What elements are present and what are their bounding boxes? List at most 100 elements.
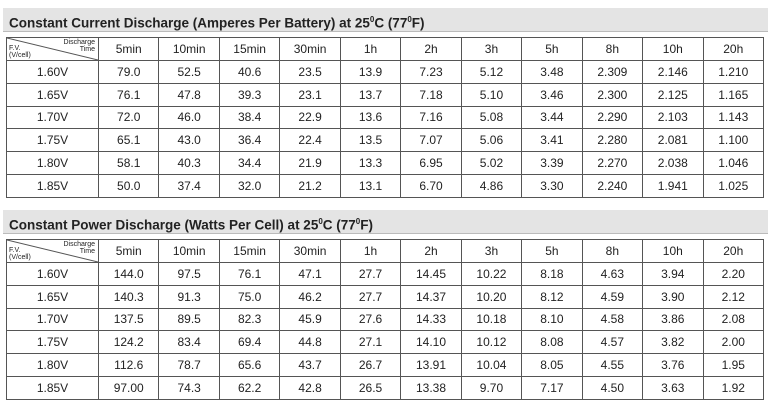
data-row: 1.85V 50.0 37.4 32.0 21.2 13.1 6.70 4.86 3.30 2.2… [6, 173, 765, 198]
cell: 74.3 [158, 375, 220, 400]
cell: 13.5 [339, 128, 402, 153]
cell: 5.10 [460, 82, 523, 107]
row-label: 1.60V [6, 262, 99, 286]
header-row: Discharge Time F.V. (V/cell) 5min 10min 15min 3… [6, 37, 765, 61]
cell: 8.12 [521, 284, 583, 309]
cell: 72.0 [97, 105, 160, 130]
column-header: 20h [702, 37, 765, 61]
cell: 3.86 [642, 307, 704, 332]
cell: 7.07 [400, 128, 462, 153]
row-label: 1.65V [6, 82, 99, 107]
title-text: Constant Power Discharge (Watts Per Cell… [9, 217, 319, 233]
row-label: 1.85V [6, 173, 99, 198]
cell: 76.1 [218, 262, 281, 286]
column-header: 1h [339, 239, 402, 263]
cell: 52.5 [158, 60, 220, 84]
cell: 1.95 [702, 353, 765, 377]
cell: 7.18 [400, 82, 462, 107]
cell: 45.9 [279, 307, 341, 332]
cell: 2.103 [642, 105, 704, 130]
column-header: 10h [642, 239, 704, 263]
cell: 2.270 [581, 151, 644, 175]
cell: 1.210 [702, 60, 765, 84]
cell: 79.0 [97, 60, 160, 84]
corner-top: Discharge Time [63, 39, 95, 53]
cell: 3.46 [521, 82, 583, 107]
corner-text: Discharge [63, 39, 95, 46]
cell: 21.9 [279, 151, 341, 175]
cell: 5.02 [460, 151, 523, 175]
cell: 3.82 [642, 330, 704, 355]
data-table: Discharge Time F.V. (V/cell) 5min 10min 15min 3… [6, 37, 765, 198]
cell: 46.0 [158, 105, 220, 130]
corner-bottom: F.V. (V/cell) [9, 45, 31, 59]
data-row: 1.60V 79.0 52.5 40.6 23.5 13.9 7.23 5.12 3.48 2.3… [6, 60, 765, 84]
cell: 14.37 [400, 284, 462, 309]
column-header: 5min [97, 37, 160, 61]
cell: 23.1 [279, 82, 341, 107]
column-header: 3h [460, 239, 523, 263]
cell: 44.8 [279, 330, 341, 355]
data-row: 1.70V 137.5 89.5 82.3 45.9 27.6 14.33 10.18 8.10… [6, 307, 765, 332]
cell: 3.76 [642, 353, 704, 377]
cell: 82.3 [218, 307, 281, 332]
cell: 1.100 [702, 128, 765, 153]
cell: 4.86 [460, 173, 523, 198]
cell: 8.08 [521, 330, 583, 355]
column-header: 8h [581, 239, 644, 263]
cell: 14.45 [400, 262, 462, 286]
cell: 75.0 [218, 284, 281, 309]
column-header: 15min [218, 37, 281, 61]
column-header: 5min [97, 239, 160, 263]
cell: 8.05 [521, 353, 583, 377]
cell: 14.10 [400, 330, 462, 355]
row-label: 1.80V [6, 151, 99, 175]
cell: 91.3 [158, 284, 220, 309]
cell: 26.5 [339, 375, 402, 400]
cell: 50.0 [97, 173, 160, 198]
cell: 3.63 [642, 375, 704, 400]
cell: 10.22 [460, 262, 523, 286]
corner-text: Time [79, 46, 95, 53]
corner-text: Discharge [63, 241, 95, 248]
cell: 1.143 [702, 105, 765, 130]
cell: 2.081 [642, 128, 704, 153]
cell: 62.2 [218, 375, 281, 400]
title-text: C (77 [322, 217, 356, 233]
cell: 2.08 [702, 307, 765, 332]
cell: 27.1 [339, 330, 402, 355]
cell: 2.00 [702, 330, 765, 355]
column-header: 20h [702, 239, 765, 263]
cell: 40.6 [218, 60, 281, 84]
cell: 13.1 [339, 173, 402, 198]
title-sup: 0 [355, 217, 361, 226]
cell: 5.06 [460, 128, 523, 153]
cell: 36.4 [218, 128, 281, 153]
cell: 97.00 [97, 375, 160, 400]
cell: 2.20 [702, 262, 765, 286]
cell: 14.33 [400, 307, 462, 332]
cell: 3.30 [521, 173, 583, 198]
cell: 58.1 [97, 151, 160, 175]
corner-top: Discharge Time [63, 241, 95, 255]
cell: 2.12 [702, 284, 765, 309]
corner-text: Time [79, 248, 95, 255]
column-header: 30min [279, 239, 341, 263]
cell: 3.94 [642, 262, 704, 286]
cell: 9.70 [460, 375, 523, 400]
title-text: Constant Current Discharge (Amperes Per … [9, 15, 370, 31]
cell: 2.240 [581, 173, 644, 198]
column-header: 2h [400, 239, 462, 263]
column-header: 8h [581, 37, 644, 61]
cell: 22.9 [279, 105, 341, 130]
cell: 26.7 [339, 353, 402, 377]
cell: 13.3 [339, 151, 402, 175]
cell: 32.0 [218, 173, 281, 198]
cell: 13.6 [339, 105, 402, 130]
cell: 13.91 [400, 353, 462, 377]
row-label: 1.60V [6, 60, 99, 84]
data-row: 1.80V 58.1 40.3 34.4 21.9 13.3 6.95 5.02 3.39 2.2… [6, 151, 765, 175]
cell: 21.2 [279, 173, 341, 198]
header-row: Discharge Time F.V. (V/cell) 5min 10min 15min 3… [6, 239, 765, 263]
title-text: C (77 [374, 15, 408, 31]
